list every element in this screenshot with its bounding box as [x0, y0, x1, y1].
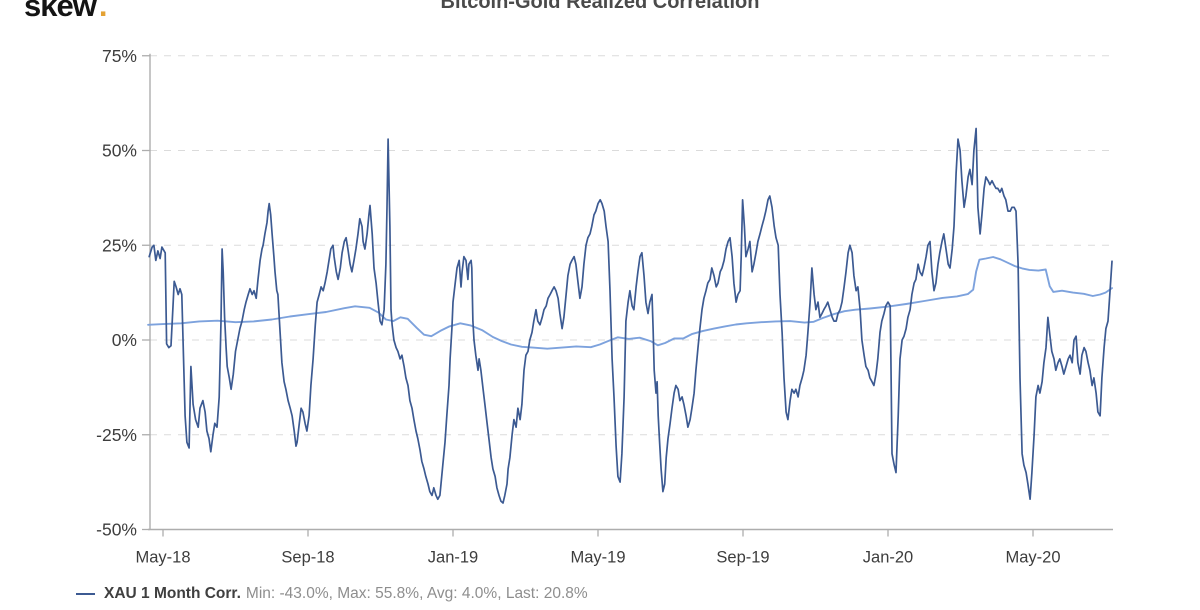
x-tick-label: May-19: [570, 549, 625, 567]
y-tick-label: -50%: [96, 520, 137, 540]
x-tick-label: May-18: [135, 549, 190, 567]
x-tick-label: Sep-19: [716, 549, 769, 567]
chart-title: Bitcoin-Gold Realized Correlation: [440, 0, 760, 13]
skew-logo: skew.: [24, 0, 108, 24]
legend: XAU 1 Month Corr. Min: -43.0%, Max: 55.8…: [76, 585, 588, 603]
y-tick-label: 50%: [102, 141, 137, 161]
legend-line-swatch: [76, 593, 95, 595]
secondary-smooth-line: [147, 256, 1113, 350]
y-tick-label: 75%: [102, 46, 137, 66]
y-tick-label: 0%: [112, 330, 137, 350]
x-tick-label: Jan-19: [428, 549, 478, 567]
y-tick-label: -25%: [96, 425, 137, 445]
skew-logo-text: skew: [24, 0, 97, 23]
x-tick-label: May-20: [1005, 549, 1060, 567]
skew-logo-dot: .: [98, 0, 108, 23]
legend-label: XAU 1 Month Corr.: [104, 585, 241, 602]
x-tick-label: Sep-18: [281, 549, 334, 567]
legend-item-xau-1m[interactable]: XAU 1 Month Corr. Min: -43.0%, Max: 55.8…: [76, 585, 588, 603]
legend-stats: Min: -43.0%, Max: 55.8%, Avg: 4.0%, Last…: [245, 585, 588, 602]
x-tick-label: Jan-20: [863, 549, 913, 567]
xau-1m-corr-line: [148, 127, 1113, 504]
y-tick-label: 25%: [102, 235, 137, 255]
